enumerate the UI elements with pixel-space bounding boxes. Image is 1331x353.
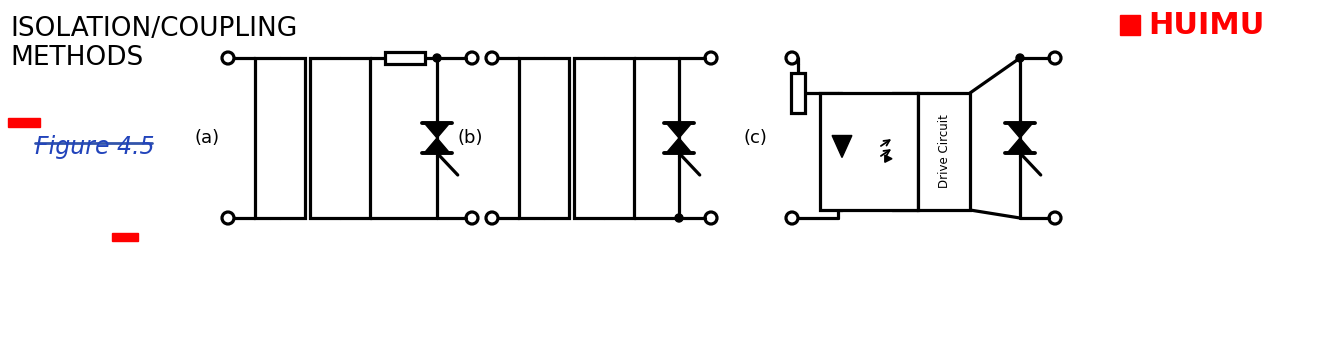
Polygon shape — [1008, 123, 1033, 138]
Circle shape — [1016, 54, 1024, 62]
Text: METHODS: METHODS — [11, 45, 144, 71]
Polygon shape — [425, 123, 450, 138]
Bar — [918, 93, 970, 210]
Polygon shape — [832, 136, 852, 157]
Bar — [574, 58, 634, 218]
Bar — [310, 58, 370, 218]
Text: ISOLATION/COUPLING: ISOLATION/COUPLING — [11, 16, 297, 42]
Bar — [385, 52, 425, 64]
Polygon shape — [1008, 138, 1033, 153]
Polygon shape — [667, 138, 692, 153]
Bar — [8, 118, 40, 127]
Text: Figure 4.5: Figure 4.5 — [35, 135, 154, 159]
Bar — [519, 58, 568, 218]
Circle shape — [433, 54, 441, 62]
Text: (a): (a) — [194, 129, 220, 147]
Text: (b): (b) — [458, 129, 483, 147]
Text: Drive Circuit: Drive Circuit — [937, 115, 950, 189]
Circle shape — [675, 214, 683, 222]
Bar — [820, 93, 918, 210]
Polygon shape — [425, 138, 450, 153]
Text: (c): (c) — [743, 129, 767, 147]
Polygon shape — [885, 155, 892, 162]
Bar — [112, 233, 138, 241]
Bar — [256, 58, 305, 218]
Bar — [1119, 15, 1139, 35]
Bar — [791, 73, 805, 113]
Polygon shape — [667, 123, 692, 138]
Text: HUIMU: HUIMU — [1149, 11, 1264, 40]
